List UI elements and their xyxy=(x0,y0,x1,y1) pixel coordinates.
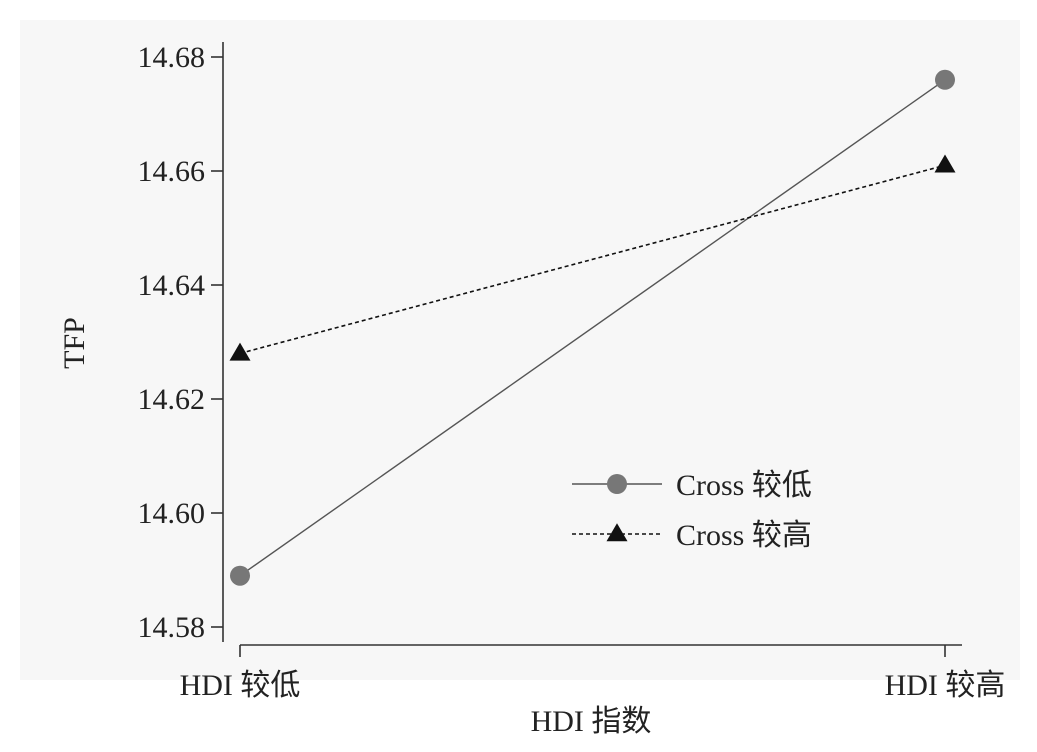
data-point-series-1 xyxy=(935,69,955,90)
series-line-1 xyxy=(239,79,946,577)
data-point-series-2 xyxy=(229,342,251,361)
series-lines xyxy=(239,79,946,577)
x-tick-label: HDI 较低 xyxy=(180,669,301,702)
x-axis-label: HDI 指数 xyxy=(531,705,652,738)
legend-label: Cross 较高 xyxy=(676,519,812,552)
series-markers xyxy=(229,69,956,586)
legend-label: Cross 较低 xyxy=(676,469,812,502)
legend-marker xyxy=(607,474,627,494)
series-line-2 xyxy=(239,164,946,355)
y-tick-label: 14.62 xyxy=(138,383,206,416)
y-tick-label: 14.58 xyxy=(138,611,206,644)
data-point-series-1 xyxy=(230,565,250,586)
y-axis-label: TFP xyxy=(58,317,91,369)
legend: Cross 较低 Cross 较高 xyxy=(572,469,812,552)
y-tick-label: 14.66 xyxy=(138,155,206,188)
y-ticks: 14.58 14.60 14.62 14.64 14.66 14.68 xyxy=(138,41,223,644)
plot-background xyxy=(20,20,1020,680)
y-tick-label: 14.60 xyxy=(138,497,206,530)
x-tick-label: HDI 较高 xyxy=(885,669,1006,702)
axes xyxy=(222,42,962,646)
y-tick-label: 14.68 xyxy=(138,41,206,74)
data-point-series-2 xyxy=(934,154,956,173)
x-ticks: HDI 较低 HDI 较高 xyxy=(180,645,1006,702)
legend-marker xyxy=(606,523,628,542)
y-tick-label: 14.64 xyxy=(138,269,206,302)
